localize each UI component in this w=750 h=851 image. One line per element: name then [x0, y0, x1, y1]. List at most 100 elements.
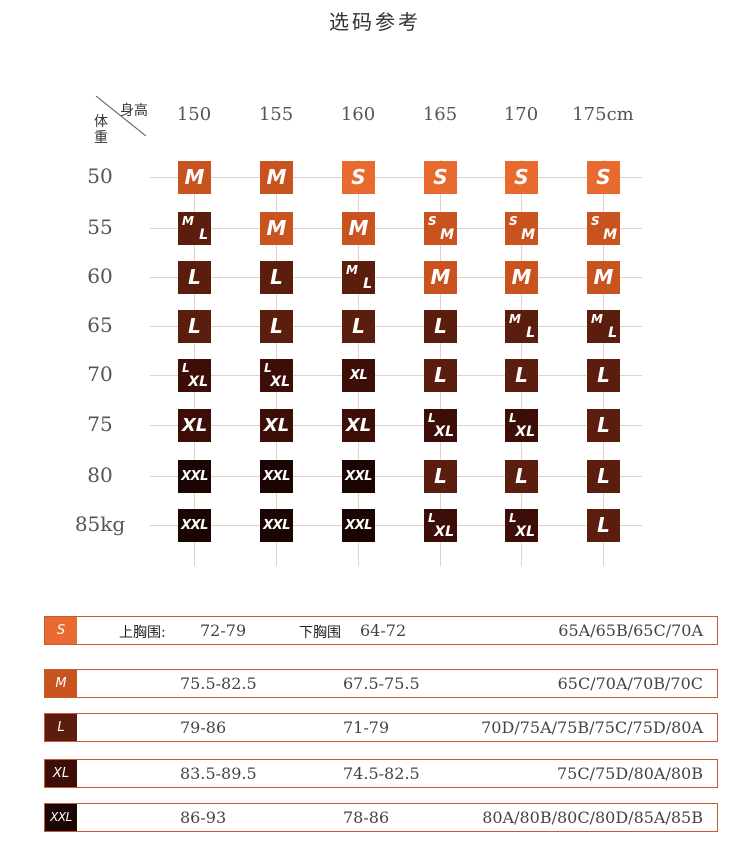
size-cell: L XL — [260, 359, 293, 392]
size-cell-label-upper: S — [428, 214, 437, 228]
size-cell-label-lower: L — [608, 325, 617, 341]
size-cell-label-lower: XL — [434, 524, 454, 540]
size-cell-label: XXL — [181, 469, 208, 484]
under-bust-value: 71-79 — [343, 718, 390, 737]
size-cell-label-upper: L — [264, 361, 272, 375]
size-cell-label-lower: XL — [515, 424, 535, 440]
size-tag: XXL — [45, 804, 77, 831]
size-cell-label: XL — [263, 415, 290, 436]
size-table-row: L 79-86 71-79 70D/75A/75B/75C/75D/80A — [44, 713, 718, 742]
size-cell-label: M — [266, 165, 287, 189]
size-table-row: M 75.5-82.5 67.5-75.5 65C/70A/70B/70C — [44, 669, 718, 698]
size-cell-label: L — [597, 413, 610, 437]
size-cell: L XL — [505, 509, 538, 542]
size-cell: L — [260, 261, 293, 294]
size-cell-label-upper: L — [428, 411, 436, 425]
size-table-row: XL 83.5-89.5 74.5-82.5 75C/75D/80A/80B — [44, 759, 718, 788]
size-cell: L — [342, 310, 375, 343]
upper-bust-value: 79-86 — [180, 718, 227, 737]
size-cell: XL — [178, 409, 211, 442]
size-cell: L — [587, 359, 620, 392]
cup-sizes-value: 80A/80B/80C/80D/85A/85B — [482, 808, 703, 827]
height-column-header: 170 — [503, 104, 539, 125]
size-tag: S — [45, 617, 77, 644]
size-cell: S — [587, 161, 620, 194]
size-cell: L XL — [178, 359, 211, 392]
size-cell-label: XXL — [345, 518, 372, 533]
size-cell: M — [424, 261, 457, 294]
height-column-header: 155 — [258, 104, 294, 125]
weight-row-header: 70 — [87, 362, 113, 386]
size-cell-label-lower: XL — [270, 374, 290, 390]
size-cell: XXL — [178, 460, 211, 493]
cup-sizes-value: 65C/70A/70B/70C — [557, 674, 703, 693]
size-cell-label-lower: L — [199, 227, 208, 243]
size-cell-label-lower: XL — [434, 424, 454, 440]
diagonal-divider — [95, 96, 147, 136]
size-cell-label: XXL — [345, 469, 372, 484]
size-cell-label-upper: S — [509, 214, 518, 228]
height-column-header: 150 — [176, 104, 212, 125]
size-table-row: XXL 86-93 78-86 80A/80B/80C/80D/85A/85B — [44, 803, 718, 832]
size-cell: L — [505, 460, 538, 493]
size-cell-label-lower: L — [363, 276, 372, 292]
size-cell: S — [505, 161, 538, 194]
weight-row-header: 80 — [87, 463, 113, 487]
size-cell: S — [342, 161, 375, 194]
size-cell-label: XL — [345, 415, 372, 436]
weight-row-header: 50 — [87, 164, 113, 188]
size-cell: L XL — [505, 409, 538, 442]
size-cell-label-upper: L — [182, 361, 190, 375]
grid-line-horizontal — [150, 425, 642, 426]
size-cell-label-lower: M — [603, 227, 617, 243]
size-cell: M — [587, 261, 620, 294]
size-cell-label: M — [593, 265, 614, 289]
size-cell-label: M — [430, 265, 451, 289]
upper-bust-value: 86-93 — [180, 808, 227, 827]
size-cell-label-lower: L — [526, 325, 535, 341]
upper-bust-value: 75.5-82.5 — [180, 674, 257, 693]
size-cell: L — [260, 310, 293, 343]
size-tag: M — [45, 670, 77, 697]
size-cell-label: L — [515, 464, 528, 488]
size-cell-label: M — [184, 165, 205, 189]
size-cell-label: M — [511, 265, 532, 289]
size-cell-label: S — [514, 165, 529, 189]
size-cell: XXL — [342, 460, 375, 493]
size-cell: M — [260, 161, 293, 194]
size-cell-label: L — [597, 464, 610, 488]
size-cell: L — [587, 409, 620, 442]
size-cell: L — [424, 460, 457, 493]
grid-line-horizontal — [150, 277, 642, 278]
size-cell: L XL — [424, 409, 457, 442]
under-bust-value: 67.5-75.5 — [343, 674, 420, 693]
size-cell-label-upper: L — [509, 511, 517, 525]
grid-corner-header: 身高 体重 — [92, 96, 152, 152]
grid-line-horizontal — [150, 525, 642, 526]
size-cell-label: XXL — [263, 518, 290, 533]
size-cell-label: L — [434, 464, 447, 488]
size-tag: XL — [45, 760, 77, 787]
size-cell-label: L — [597, 363, 610, 387]
size-cell-label: L — [188, 314, 201, 338]
size-cell-label-upper: L — [428, 511, 436, 525]
size-cell-label-lower: XL — [515, 524, 535, 540]
size-cell-label-upper: S — [591, 214, 600, 228]
size-cell-label: XXL — [181, 518, 208, 533]
size-cell-label-upper: L — [509, 411, 517, 425]
cup-sizes-value: 65A/65B/65C/70A — [558, 621, 703, 640]
size-cell-label: L — [597, 513, 610, 537]
size-cell-label: L — [270, 265, 283, 289]
size-cell-label: XXL — [263, 469, 290, 484]
size-tag: L — [45, 714, 77, 741]
height-column-header: 160 — [340, 104, 376, 125]
weight-row-header: 55 — [87, 215, 113, 239]
size-cell-label: L — [515, 363, 528, 387]
size-cell: XXL — [342, 509, 375, 542]
size-cell: L — [587, 509, 620, 542]
size-cell-label-upper: M — [182, 214, 194, 228]
size-cell: L — [505, 359, 538, 392]
